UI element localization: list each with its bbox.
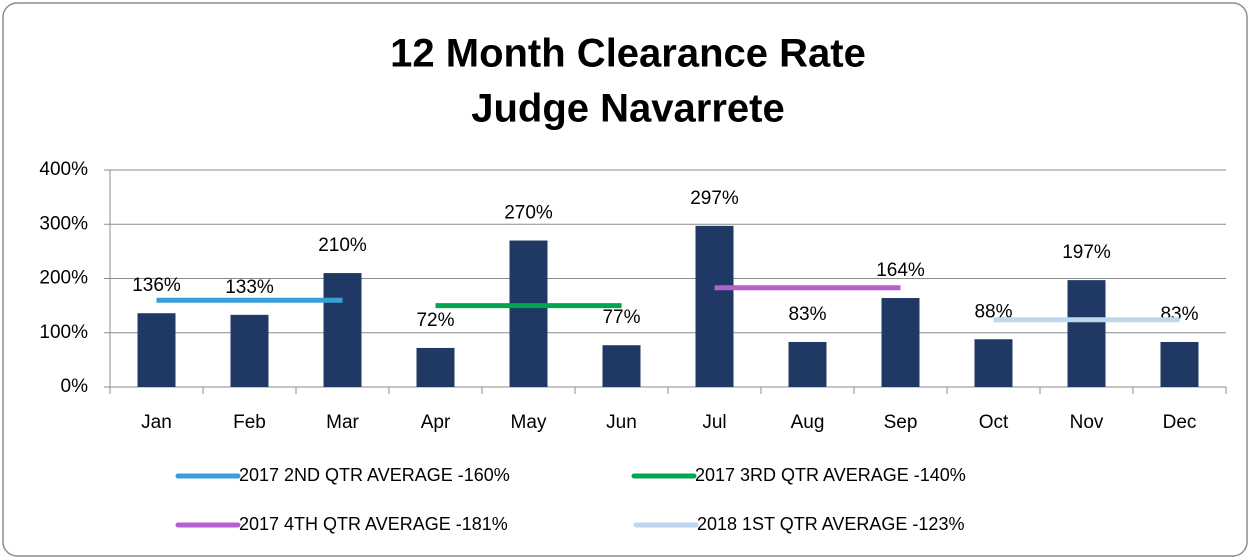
y-tick-label: 100% (39, 322, 88, 343)
x-tick-label: Jun (606, 412, 637, 433)
data-label: 164% (876, 260, 925, 281)
data-label: 77% (602, 307, 640, 328)
bar (323, 273, 362, 387)
x-tick-label: Jan (141, 412, 172, 433)
bar (416, 347, 455, 387)
chart-title: 12 Month Clearance Rate (390, 32, 866, 76)
bar (137, 313, 176, 387)
data-label: 297% (690, 188, 739, 209)
bar (974, 339, 1013, 387)
x-tick-label: Feb (233, 412, 266, 433)
data-label: 136% (132, 275, 181, 296)
y-tick-label: 200% (39, 268, 88, 289)
legend-label: 2017 2ND QTR AVERAGE -160% (239, 465, 510, 485)
x-tick-label: Oct (979, 412, 1009, 433)
bar (881, 298, 920, 387)
data-label: 210% (318, 235, 367, 256)
y-tick-label: 0% (61, 376, 89, 397)
data-label: 72% (416, 310, 454, 331)
legend-label: 2017 4TH QTR AVERAGE -181% (239, 514, 508, 534)
x-tick-label: Nov (1070, 412, 1104, 433)
bar (602, 345, 641, 387)
legend-label: 2018 1ST QTR AVERAGE -123% (697, 514, 964, 534)
data-label: 133% (225, 277, 274, 298)
x-tick-label: Mar (326, 412, 359, 433)
x-tick-label: Apr (421, 412, 451, 433)
y-tick-label: 400% (39, 159, 88, 180)
chart-title: Judge Navarrete (471, 87, 784, 131)
data-label: 83% (788, 304, 826, 325)
y-tick-label: 300% (39, 213, 88, 234)
x-tick-label: May (511, 412, 547, 433)
bar (695, 225, 734, 387)
data-label: 197% (1062, 242, 1111, 263)
bar (1160, 341, 1199, 387)
x-tick-label: Sep (884, 412, 918, 433)
x-tick-label: Aug (791, 412, 825, 433)
bar (1067, 280, 1106, 387)
data-label: 88% (974, 301, 1012, 322)
bar (230, 314, 269, 387)
bar (509, 240, 548, 387)
data-label: 270% (504, 203, 553, 224)
x-tick-label: Jul (702, 412, 726, 433)
x-tick-label: Dec (1163, 412, 1197, 433)
legend-label: 2017 3RD QTR AVERAGE -140% (695, 465, 966, 485)
bar (788, 341, 827, 387)
